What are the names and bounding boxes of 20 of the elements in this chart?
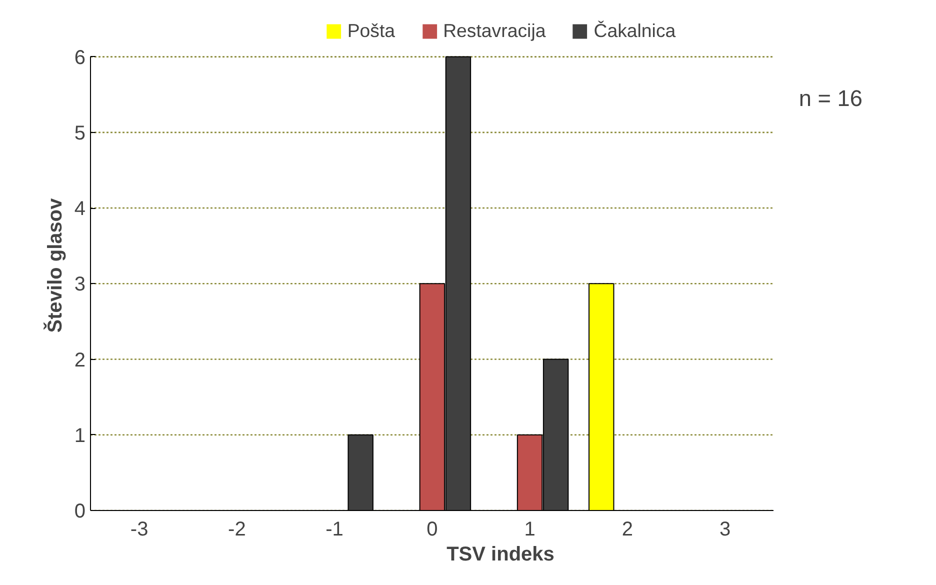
text: n = 16 <box>798 85 862 112</box>
y-tick-label: 4 <box>74 198 86 220</box>
x-axis-title: TSV indeks <box>446 544 554 566</box>
legend-label: Restavracija <box>443 20 546 42</box>
y-tick-label: 2 <box>74 349 86 372</box>
x-tick-label: -3 <box>130 518 148 540</box>
x-tick-label: 3 <box>719 518 731 540</box>
x-tick-label: 0 <box>426 518 438 540</box>
legend-label: Pošta <box>347 20 396 42</box>
y-tick-label: 5 <box>74 122 86 144</box>
x-tick-label: -2 <box>228 518 246 540</box>
y-tick-label: 1 <box>74 424 86 447</box>
y-tick-label: 3 <box>74 274 86 296</box>
legend-label: Čakalnica <box>594 20 676 42</box>
y-tick-label: 6 <box>74 46 86 69</box>
y-tick-label: 0 <box>74 500 86 522</box>
x-tick-label: 2 <box>622 518 633 540</box>
x-tick-label: -1 <box>326 518 344 540</box>
x-tick-label: 1 <box>524 518 536 540</box>
y-axis-title: Število glasov <box>43 197 66 333</box>
